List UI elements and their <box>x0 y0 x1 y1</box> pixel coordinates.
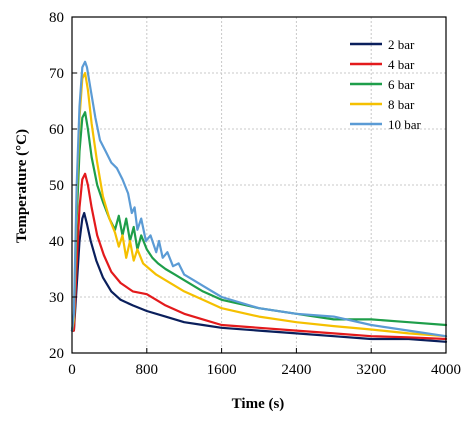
y-tick-label: 20 <box>49 346 64 362</box>
x-tick-label: 2400 <box>281 362 311 378</box>
series-line-2-bar <box>70 211 448 343</box>
x-axis-title: Time (s) <box>232 396 285 412</box>
x-tick-label: 800 <box>136 362 159 378</box>
axes <box>71 16 447 354</box>
legend: 2 bar 4 bar 6 bar 8 bar 10 bar <box>350 37 422 132</box>
x-tick-label: 4000 <box>431 362 461 378</box>
legend-label: 8 bar <box>388 97 415 112</box>
y-tick-label: 40 <box>49 234 64 250</box>
legend-label: 6 bar <box>388 77 415 92</box>
y-tick-label: 60 <box>49 122 64 138</box>
x-tick-label: 0 <box>68 362 76 378</box>
x-tick-label: 3200 <box>356 362 386 378</box>
y-tick-label: 50 <box>49 178 64 194</box>
y-tick-label: 70 <box>49 66 64 82</box>
tick-labels: 0 800 1600 2400 3200 4000 20 30 40 50 60 70 80 <box>49 10 461 378</box>
y-tick-label: 30 <box>49 290 64 306</box>
x-tick-label: 1600 <box>207 362 237 378</box>
series-line-4-bar <box>70 172 448 341</box>
y-tick-label: 80 <box>49 10 64 26</box>
legend-label: 2 bar <box>388 37 415 52</box>
series-line-6-bar <box>70 111 448 332</box>
y-axis-title: Temperature (°C) <box>14 129 30 243</box>
series-line-8-bar <box>70 71 448 338</box>
legend-label: 4 bar <box>388 57 415 72</box>
series-line-10-bar <box>70 60 448 338</box>
series-layer <box>70 60 448 343</box>
legend-label: 10 bar <box>388 117 422 132</box>
